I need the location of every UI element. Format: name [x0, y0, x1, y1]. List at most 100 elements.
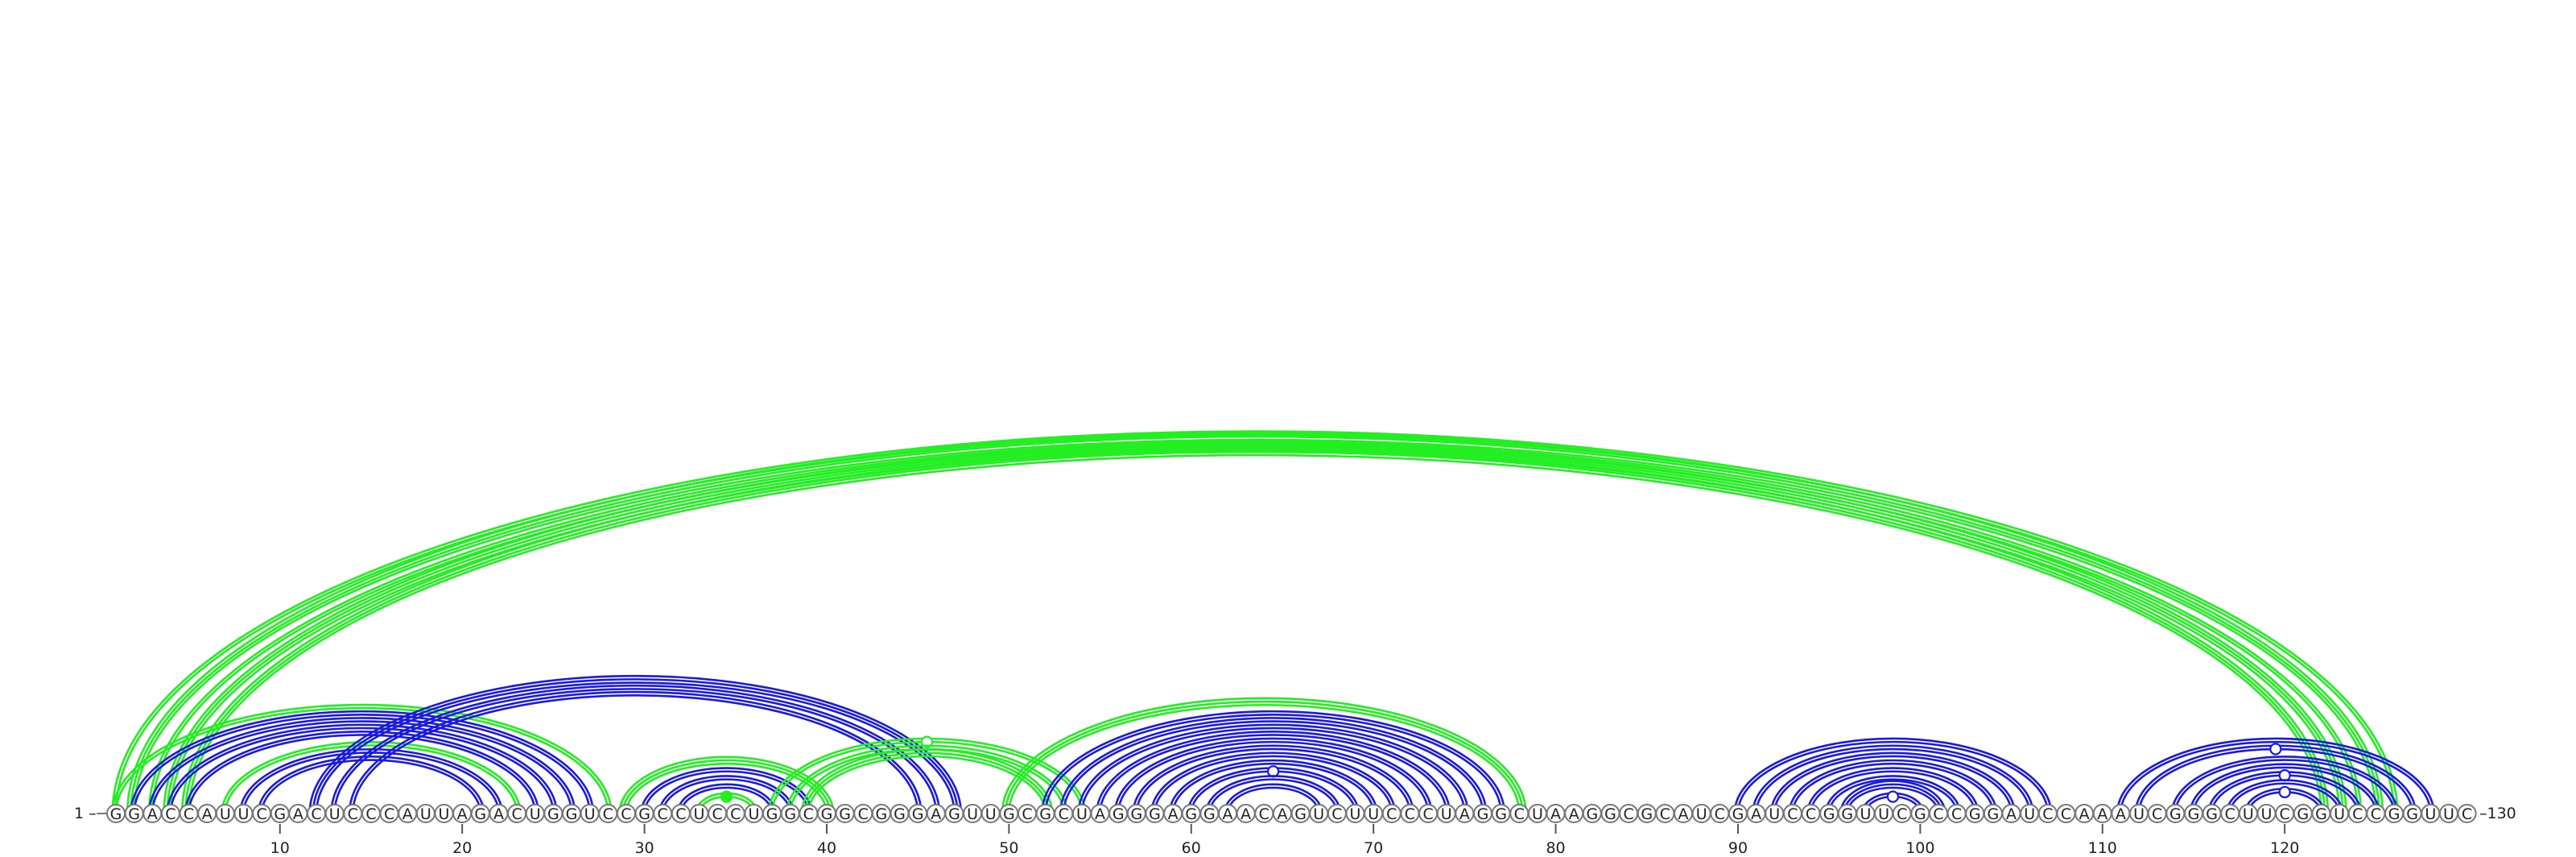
arc-58-71: [1150, 751, 1397, 814]
nucleotide-letter: G: [1149, 805, 1161, 823]
nucleotide-24: U: [525, 804, 545, 823]
nucleotide-112: U: [2129, 804, 2149, 823]
tick-label: 90: [1728, 839, 1748, 857]
arc-line: [147, 717, 576, 814]
nucleotide-letter: G: [110, 805, 122, 823]
arc-line: [1044, 714, 1502, 814]
nucleotide-100: G: [1910, 804, 1930, 823]
nucleotide-26: G: [562, 804, 581, 823]
nucleotide-43: G: [871, 804, 891, 823]
nucleotide-letter: G: [1732, 805, 1744, 823]
arc-line: [166, 723, 558, 814]
nucleotide-circle: [2457, 804, 2477, 823]
arc-line: [130, 435, 2380, 814]
arc-line: [184, 450, 2326, 814]
nucleotide-69: U: [1345, 804, 1365, 823]
nucleotide-letter: C: [603, 805, 613, 823]
arc-line: [1733, 737, 2053, 814]
arc-line: [1791, 762, 1995, 814]
nucleotide-5: C: [179, 804, 199, 823]
nucleotide-35: C: [725, 804, 745, 823]
nucleotide-letter: U: [439, 805, 450, 823]
nucleotide-letter: G: [894, 805, 906, 823]
nucleotide-58: G: [1145, 804, 1165, 823]
nucleotide-letter: U: [1878, 805, 1889, 823]
nucleotide-114: G: [2165, 804, 2186, 823]
ticks-layer: 10 20 30 40 50 60 70 80 90 100 110 120: [270, 824, 2299, 857]
nucleotide-86: C: [1655, 804, 1675, 823]
arc-112-127: [2134, 743, 2417, 814]
nucleotide-91: A: [1746, 804, 1766, 823]
nucleotide-96: G: [1837, 804, 1857, 823]
arc-marker: [720, 790, 733, 803]
nucleotide-letter: C: [1259, 805, 1269, 823]
arc-39-52: [800, 748, 1054, 814]
nucleotide-76: G: [1473, 804, 1492, 823]
nucleotide-13: U: [324, 804, 345, 823]
nucleotide-letter: G: [1477, 805, 1489, 823]
nucleotide-32: C: [671, 804, 691, 823]
nucleotide-letter: C: [675, 805, 686, 823]
nucleotide-letter: A: [2079, 805, 2090, 823]
nucleotide-123: U: [2330, 804, 2350, 823]
nucleotide-50: G: [999, 804, 1019, 823]
nucleotide-38: G: [780, 804, 800, 823]
nucleotide-84: C: [1619, 804, 1639, 823]
arc-3-124: [147, 440, 2363, 814]
nucleotide-64: C: [1254, 804, 1274, 823]
arc-line: [1077, 723, 1469, 814]
arc-line: [1839, 780, 1946, 814]
nucleotide-117: C: [2220, 804, 2240, 823]
nucleotide-letter: G: [2388, 805, 2401, 823]
nucleotide-letter: C: [511, 805, 522, 823]
nucleotide-letter: G: [1841, 805, 1853, 823]
arc-line: [169, 449, 2341, 814]
arc-line: [2170, 756, 2399, 814]
nucleotide-95: G: [1819, 804, 1839, 823]
nucleotide-letter: A: [147, 805, 158, 823]
nucleotide-39: C: [799, 804, 819, 823]
nucleotide-letter: U: [967, 805, 978, 823]
nucleotide-6: A: [197, 804, 217, 823]
arc-91-106: [1752, 744, 2034, 814]
nucleotide-106: U: [2020, 804, 2040, 823]
nucleotide-letter: G: [1003, 805, 1015, 823]
arc-118-122: [2244, 785, 2326, 814]
arc-line: [1080, 727, 1466, 814]
arc-line: [188, 734, 537, 814]
nucleotide-letter: C: [384, 805, 394, 823]
arc-line: [1843, 783, 1943, 814]
nucleotide-letter: C: [1715, 805, 1725, 823]
nucleotide-80: A: [1546, 804, 1566, 823]
nucleotide-66: G: [1290, 804, 1311, 823]
nucleotide-83: G: [1600, 804, 1620, 823]
nucleotide-73: C: [1418, 804, 1439, 823]
arc-line: [130, 710, 595, 814]
tick-label: 30: [634, 839, 654, 857]
arc-line: [166, 445, 2344, 814]
arc-line: [257, 756, 485, 814]
nucleotide-63: A: [1236, 804, 1256, 823]
arc-line: [807, 755, 1046, 814]
nucleotide-18: U: [415, 804, 436, 823]
nucleotide-letter: C: [1806, 805, 1816, 823]
nucleotide-25: G: [543, 804, 564, 823]
nucleotide-52: G: [1035, 804, 1055, 823]
arc-line: [308, 674, 963, 814]
arc-line: [1846, 786, 1940, 814]
tick-label: 40: [817, 839, 836, 857]
nucleotide-121: G: [2293, 804, 2313, 823]
nucleotide-51: C: [1018, 804, 1037, 823]
nucleotide-37: G: [762, 804, 782, 823]
nucleotide-letter: G: [1823, 805, 1835, 823]
nucleotide-9: C: [252, 804, 272, 823]
arc-line: [1096, 730, 1451, 814]
arc-53-76: [1059, 717, 1488, 814]
tick-label: 60: [1182, 839, 1201, 857]
nucleotide-55: A: [1090, 804, 1110, 823]
tick-label: 100: [1905, 839, 1934, 857]
arc-line: [111, 430, 2399, 814]
nucleotide-61: G: [1199, 804, 1220, 823]
nucleotide-letter: U: [1769, 805, 1780, 823]
